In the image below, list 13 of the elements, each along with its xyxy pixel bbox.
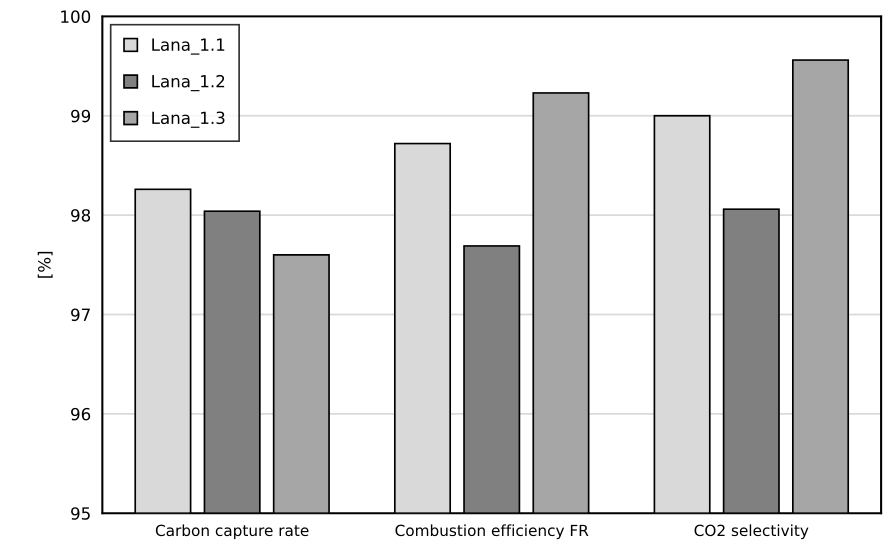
legend-label: Lana_1.2 (152, 74, 224, 92)
y-tick-label: 97 (71, 308, 90, 322)
legend-label: Lana_1.1 (152, 38, 224, 55)
y-axis-title: [%] (38, 252, 53, 278)
y-tick-label: 100 (61, 10, 90, 23)
x-tick-label: CO2 selectivity (694, 524, 808, 540)
x-tick-label: Carbon capture rate (156, 524, 308, 540)
y-tick-label: 98 (71, 209, 90, 222)
x-tick-label: Combustion efficiency FR (395, 524, 588, 540)
legend-label: Lana_1.3 (152, 112, 224, 128)
y-tick-label: 96 (71, 408, 90, 420)
y-tick-label: 99 (71, 110, 90, 122)
y-tick-label: 95 (71, 507, 90, 520)
